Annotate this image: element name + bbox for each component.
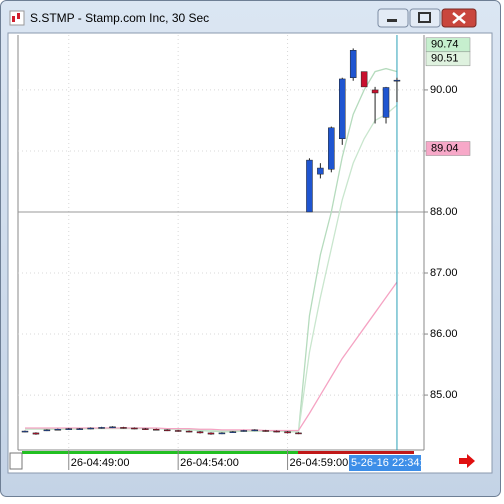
session-bar bbox=[298, 451, 414, 454]
crosshair-label-box bbox=[349, 455, 421, 471]
candle-body bbox=[273, 430, 280, 433]
client-area bbox=[7, 32, 493, 474]
candle-body bbox=[328, 127, 335, 170]
candle-body bbox=[76, 428, 83, 430]
x-tick-label: 26-04:54:00 bbox=[180, 457, 239, 469]
candle-body bbox=[54, 429, 62, 431]
candle-body bbox=[284, 431, 291, 434]
x-tick-label: 26-04:59:00 bbox=[290, 457, 349, 469]
candle-body bbox=[153, 429, 160, 431]
candle-body bbox=[349, 50, 357, 78]
price-label-box bbox=[425, 51, 471, 67]
y-tick-label: 90.00 bbox=[430, 84, 458, 96]
candle-body bbox=[163, 429, 171, 432]
close-button[interactable] bbox=[441, 8, 477, 28]
y-tick-label: 85.00 bbox=[430, 389, 458, 401]
candle-body bbox=[360, 71, 368, 88]
candle-body bbox=[295, 432, 302, 435]
minimize-button[interactable] bbox=[377, 8, 409, 28]
candle-body bbox=[262, 430, 269, 432]
candle-body bbox=[131, 427, 138, 430]
candle-body bbox=[109, 426, 116, 429]
x-tick-label: 26-04:49:00 bbox=[71, 457, 130, 469]
scroll-box[interactable] bbox=[9, 452, 23, 470]
candle-body bbox=[251, 429, 258, 432]
candle-body bbox=[196, 431, 204, 434]
candle-body bbox=[207, 432, 215, 435]
candle-body bbox=[43, 429, 51, 432]
candle-body bbox=[240, 430, 248, 432]
y-tick-label: 86.00 bbox=[430, 328, 458, 340]
candle-body bbox=[393, 79, 401, 82]
candle-body bbox=[32, 432, 40, 435]
candle-body bbox=[382, 87, 390, 118]
session-bar bbox=[22, 451, 298, 454]
moving-average bbox=[25, 104, 398, 433]
candle-body bbox=[87, 427, 94, 430]
candle-body bbox=[142, 428, 149, 430]
candle-body bbox=[306, 159, 313, 213]
candle-body bbox=[317, 167, 324, 175]
window-title: S.STMP - Stamp.com Inc, 30 Sec bbox=[30, 11, 209, 25]
candle-body bbox=[229, 431, 237, 433]
app-icon bbox=[9, 10, 25, 26]
scroll-arrow[interactable] bbox=[459, 454, 475, 468]
candle-body bbox=[185, 430, 193, 433]
price-label: 90.74 bbox=[431, 39, 459, 51]
price-label-box bbox=[425, 141, 471, 156]
candle-body bbox=[339, 78, 346, 139]
candle-body bbox=[98, 427, 105, 429]
crosshair-label: 5-26-16 22:34:00 bbox=[351, 457, 435, 469]
moving-average bbox=[25, 281, 398, 432]
candle-body bbox=[218, 432, 226, 435]
plot: 85.0086.0087.0088.0089.0090.0026-04:49:0… bbox=[18, 35, 471, 471]
price-label: 90.51 bbox=[431, 53, 459, 65]
candle-body bbox=[21, 430, 29, 433]
maximize-button[interactable] bbox=[409, 8, 441, 28]
y-tick-label: 88.00 bbox=[430, 206, 458, 218]
candle-body bbox=[120, 427, 127, 429]
candle-body bbox=[65, 428, 73, 430]
candle-body bbox=[371, 89, 379, 94]
y-tick-label: 87.00 bbox=[430, 267, 458, 279]
price-label: 89.04 bbox=[431, 142, 459, 154]
candle-body bbox=[174, 430, 182, 432]
